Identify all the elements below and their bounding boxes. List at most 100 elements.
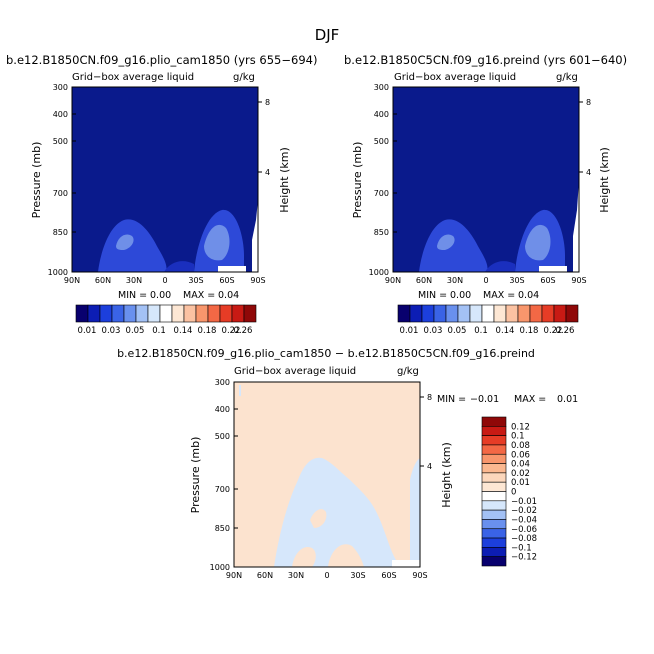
panel-preind-contour-sh-inner bbox=[525, 224, 551, 261]
panel-preind-colorbar-swatch-1 bbox=[409, 304, 423, 323]
panel-diff-colorbar-label-11: −0.06 bbox=[511, 525, 537, 535]
panel-preind-variable: Grid−box average liquid bbox=[394, 72, 516, 83]
panel-plio-colorbar-swatch-3 bbox=[111, 304, 125, 323]
panel-preind-min-label: MIN = bbox=[418, 290, 447, 301]
panel-plio-ytick-500: 500 bbox=[53, 137, 68, 146]
panel-plio-ytick-300: 300 bbox=[53, 83, 68, 92]
panel-diff-colorbar-swatch-8 bbox=[481, 491, 507, 502]
panel-preind-ytick-850: 850 bbox=[374, 228, 389, 237]
panel-plio-ytick-850: 850 bbox=[53, 228, 68, 237]
panel-plio-colorbar-swatch-6 bbox=[147, 304, 161, 323]
panel-preind-colorbar-swatch-8 bbox=[493, 304, 507, 323]
panel-preind-contour-mid bbox=[485, 261, 515, 272]
panel-diff-colorbar-swatch-2 bbox=[481, 435, 507, 446]
panel-preind-minmax: MIN = 0.00 MAX = 0.04 bbox=[418, 290, 539, 301]
panel-preind-colorbar-swatch-3 bbox=[433, 304, 447, 323]
panel-plio-colorbar-label-6: 0.22 bbox=[222, 326, 241, 336]
panel-diff-rtick-4: 4 bbox=[427, 462, 432, 471]
panel-diff-colorbar-label-2: 0.08 bbox=[511, 441, 530, 451]
panel-plio-colorbar-swatch-11 bbox=[207, 304, 221, 323]
panel-preind-ytick-300: 300 bbox=[374, 83, 389, 92]
panel-diff-colorbar-label-7: 0 bbox=[511, 488, 516, 498]
panel-plio-colorbar-label-5: 0.18 bbox=[198, 326, 217, 336]
panel-diff-colorbar-label-6: 0.01 bbox=[511, 478, 530, 488]
panel-preind-colorbar-swatch-7 bbox=[481, 304, 495, 323]
panel-preind-title: b.e12.B1850C5CN.f09_g16.preind (yrs 601−… bbox=[344, 53, 627, 67]
panel-plio-contour-nh bbox=[98, 219, 167, 272]
panel-plio-xtick-30s: 30S bbox=[188, 276, 203, 285]
panel-preind-xtick-90n: 90N bbox=[385, 276, 401, 285]
panel-diff-plot-frame bbox=[233, 381, 421, 568]
panel-diff-xtick-90n: 90N bbox=[226, 571, 242, 580]
panel-plio-colorbar: 0.01 0.03 0.05 0.1 0.14 0.18 0.220.26 bbox=[75, 304, 257, 336]
panel-plio-ylabel-right: Height (km) bbox=[278, 147, 291, 213]
panel-diff-colorbar-swatch-6 bbox=[481, 472, 507, 483]
panel-preind-plot-frame bbox=[392, 86, 580, 273]
panel-diff-colorbar-swatch-1 bbox=[481, 426, 507, 436]
panel-plio-colorbar-swatch-8 bbox=[171, 304, 185, 323]
panel-diff-colorbar-swatch-13 bbox=[481, 537, 507, 548]
page-title: DJF bbox=[315, 26, 340, 44]
panel-preind-colorbar-swatch-0 bbox=[397, 304, 411, 323]
panel-preind: b.e12.B1850C5CN.f09_g16.preind (yrs 601−… bbox=[344, 53, 627, 336]
panel-diff-colorbar-label-14: −0.12 bbox=[511, 553, 537, 563]
panel-diff-colorbar-label-8: −0.01 bbox=[511, 497, 537, 507]
panel-preind-colorbar-swatch-11 bbox=[529, 304, 543, 323]
panel-diff-min-label: MIN = bbox=[437, 394, 466, 405]
panel-diff-positive-pocket-2 bbox=[328, 544, 364, 567]
panel-diff-variable: Grid−box average liquid bbox=[234, 366, 356, 377]
panel-preind-colorbar-swatch-4 bbox=[445, 304, 459, 323]
panel-preind-antarctic-mask bbox=[573, 180, 579, 272]
panel-diff-colorbar-swatch-11 bbox=[481, 519, 507, 530]
panel-preind-min-value: 0.00 bbox=[450, 290, 471, 301]
panel-diff-positive-pocket-3 bbox=[310, 509, 327, 528]
panel-diff-units: g/kg bbox=[397, 366, 419, 377]
panel-plio-ylabel: Pressure (mb) bbox=[30, 142, 43, 219]
panel-diff-min-value: −0.01 bbox=[470, 394, 499, 405]
panel-plio-xtick-0: 0 bbox=[162, 276, 167, 285]
panel-plio-colorbar-swatch-9 bbox=[183, 304, 197, 323]
panel-preind-xtick-90s: 90S bbox=[571, 276, 586, 285]
panel-plio-minmax: MIN = 0.00 MAX = 0.04 bbox=[118, 290, 239, 301]
panel-diff-xtick-30s: 30S bbox=[350, 571, 365, 580]
panel-plio-colorbar-swatch-4 bbox=[123, 304, 137, 323]
panel-preind-ylabel-right: Height (km) bbox=[598, 147, 611, 213]
panel-preind-colorbar: 0.01 0.03 0.05 0.1 0.14 0.18 0.220.26 bbox=[397, 304, 579, 336]
panel-preind-xtick-30s: 30S bbox=[509, 276, 524, 285]
panel-preind-colorbar-label-4: 0.14 bbox=[496, 326, 515, 336]
panel-diff-colorbar-label-4: 0.04 bbox=[511, 460, 530, 470]
panel-preind-colorbar-label-2: 0.05 bbox=[448, 326, 467, 336]
panel-preind-colorbar-label-0: 0.01 bbox=[400, 326, 419, 336]
panel-preind-colorbar-label-5: 0.18 bbox=[520, 326, 539, 336]
panel-diff-xtick-60s: 60S bbox=[381, 571, 396, 580]
panel-diff-colorbar-swatch-3 bbox=[481, 444, 507, 455]
panel-plio-ytick-700: 700 bbox=[53, 189, 68, 198]
panel-plio-units: g/kg bbox=[233, 72, 255, 83]
panel-diff-colorbar-label-9: −0.02 bbox=[511, 506, 537, 516]
panel-preind-xticks: 90N 60N 30N 0 30S 60S 90S bbox=[385, 276, 587, 285]
panel-plio-colorbar-label-4: 0.14 bbox=[174, 326, 193, 336]
panel-plio-colorbar-label-2: 0.05 bbox=[126, 326, 145, 336]
panel-diff-colorbar-swatch-4 bbox=[481, 453, 507, 464]
panel-diff-colorbar-swatch-12 bbox=[481, 528, 507, 539]
panel-diff-title: b.e12.B1850CN.f09_g16.plio_cam1850 − b.e… bbox=[117, 347, 535, 360]
panel-plio-surface-mask bbox=[218, 266, 246, 272]
panel-preind-units: g/kg bbox=[556, 72, 578, 83]
panel-preind-contour-nh bbox=[419, 219, 488, 272]
panel-plio-rtick-4: 4 bbox=[265, 168, 270, 177]
panel-diff-colorbar-label-1: 0.1 bbox=[511, 432, 525, 442]
panel-diff-colorbar-swatch-0 bbox=[481, 416, 507, 427]
panel-preind-contour-nh-inner bbox=[437, 234, 455, 250]
panel-plio-colorbar-swatch-5 bbox=[135, 304, 149, 323]
panel-preind-colorbar-swatch-6 bbox=[469, 304, 483, 323]
panel-preind-yticks: 300 400 500 700 850 1000 bbox=[369, 83, 397, 277]
panel-plio-xtick-60s: 60S bbox=[219, 276, 234, 285]
panel-plio-colorbar-swatch-2 bbox=[99, 304, 113, 323]
panel-diff-negative-region bbox=[274, 457, 420, 567]
panel-plio-xtick-90s: 90S bbox=[250, 276, 265, 285]
panel-diff-xtick-0: 0 bbox=[324, 571, 329, 580]
panel-plio-xticks: 90N 60N 30N 0 30S 60S 90S bbox=[64, 276, 266, 285]
panel-diff-xticks: 90N 60N 30N 0 30S 60S 90S bbox=[226, 571, 428, 580]
panel-diff-colorbar-swatch-9 bbox=[481, 500, 507, 511]
